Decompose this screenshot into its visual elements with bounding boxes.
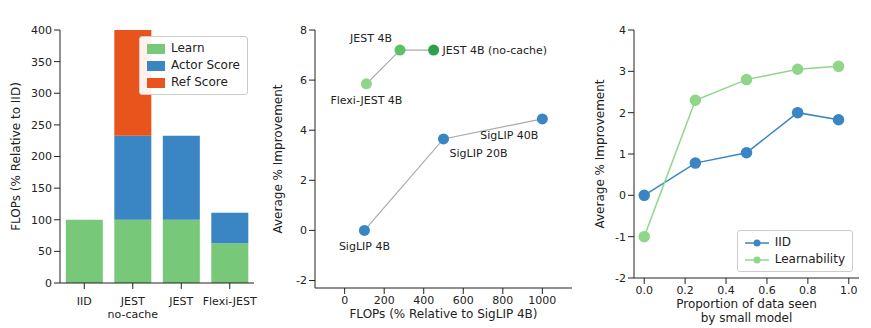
svg-text:150: 150 <box>31 182 52 195</box>
svg-text:1000: 1000 <box>528 294 556 307</box>
svg-text:FLOPs (% Relative to SigLIP 4B: FLOPs (% Relative to SigLIP 4B) <box>349 307 537 321</box>
svg-text:100: 100 <box>31 214 52 227</box>
html-text:Learnability: Learnability <box>774 252 845 266</box>
svg-text:50: 50 <box>38 245 52 258</box>
html-text:Learn: Learn <box>171 41 205 55</box>
svg-text:Average % Improvement: Average % Improvement <box>271 84 285 233</box>
svg-text:Average % Improvement: Average % Improvement <box>593 79 607 228</box>
html-text:Ref Score: Ref Score <box>171 75 228 89</box>
svg-text:0: 0 <box>341 294 348 307</box>
svg-text:8: 8 <box>300 24 307 37</box>
svg-text:3: 3 <box>619 65 626 78</box>
svg-text:0.0: 0.0 <box>635 284 653 297</box>
svg-text:4: 4 <box>300 124 307 137</box>
svg-text:-2: -2 <box>296 274 307 287</box>
svg-text:JEST: JEST <box>168 295 193 308</box>
svg-text:Flexi-JEST 4B: Flexi-JEST 4B <box>330 94 402 107</box>
svg-text:0: 0 <box>300 224 307 237</box>
svg-text:0.4: 0.4 <box>717 284 735 297</box>
svg-text:300: 300 <box>31 87 52 100</box>
svg-text:250: 250 <box>31 119 52 132</box>
svg-text:Proportion of data seenby smal: Proportion of data seenby small model <box>676 297 817 325</box>
svg-text:800: 800 <box>492 294 513 307</box>
svg-text:600: 600 <box>453 294 474 307</box>
svg-text:200: 200 <box>374 294 395 307</box>
svg-text:JESTno-cache: JESTno-cache <box>108 295 159 321</box>
svg-text:FLOPs (% Relative to IID): FLOPs (% Relative to IID) <box>9 82 23 231</box>
svg-text:JEST 4B: JEST 4B <box>349 32 392 45</box>
svg-text:350: 350 <box>31 56 52 69</box>
svg-text:2: 2 <box>619 107 626 120</box>
svg-text:2: 2 <box>300 174 307 187</box>
html-text:IID: IID <box>774 235 791 249</box>
svg-text:400: 400 <box>31 24 52 37</box>
svg-text:6: 6 <box>300 74 307 87</box>
svg-text:SigLIP 20B: SigLIP 20B <box>450 147 508 160</box>
svg-text:1: 1 <box>619 148 626 161</box>
svg-text:IID: IID <box>77 295 92 308</box>
svg-text:200: 200 <box>31 150 52 163</box>
svg-text:0: 0 <box>619 189 626 202</box>
svg-text:400: 400 <box>413 294 434 307</box>
svg-text:4: 4 <box>619 24 626 37</box>
svg-text:Flexi-JEST: Flexi-JEST <box>203 295 257 308</box>
svg-text:1.0: 1.0 <box>840 284 858 297</box>
svg-text:-2: -2 <box>615 272 626 285</box>
svg-text:0: 0 <box>45 277 52 290</box>
svg-text:SigLIP 40B: SigLIP 40B <box>480 129 538 142</box>
svg-text:0.2: 0.2 <box>676 284 694 297</box>
html-text:Actor Score: Actor Score <box>171 58 240 72</box>
svg-text:SigLIP 4B: SigLIP 4B <box>339 240 390 253</box>
svg-text:-1: -1 <box>615 231 626 244</box>
svg-text:0.6: 0.6 <box>758 284 776 297</box>
svg-text:0.8: 0.8 <box>799 284 817 297</box>
svg-text:JEST 4B (no-cache): JEST 4B (no-cache) <box>442 44 547 57</box>
